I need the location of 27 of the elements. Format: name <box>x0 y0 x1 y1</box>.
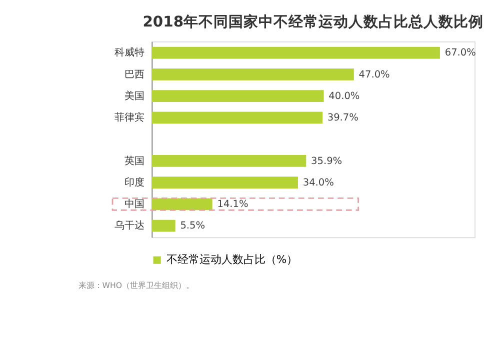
bar <box>152 220 176 232</box>
bar <box>152 176 298 188</box>
data-label: 39.7% <box>327 112 358 124</box>
y-tick-label: 中国 <box>124 198 144 210</box>
y-tick-label: 印度 <box>124 176 144 188</box>
chart-title: 2018年不同国家中不经常运动人数占比总人数比例 <box>142 12 484 31</box>
data-label: 5.5% <box>180 220 206 232</box>
bar <box>152 112 322 124</box>
data-label: 34.0% <box>302 177 334 188</box>
bar <box>152 154 306 167</box>
source-note: 来源：WHO（世界卫生组织）。 <box>78 280 194 290</box>
y-tick-label: 乌干达 <box>114 220 144 232</box>
data-label: 67.0% <box>444 48 476 59</box>
data-label: 47.0% <box>358 69 390 80</box>
data-label: 35.9% <box>311 156 342 167</box>
y-tick-label: 科威特 <box>114 46 144 59</box>
data-label: 40.0% <box>328 90 360 102</box>
bar <box>152 68 354 80</box>
y-tick-label: 英国 <box>124 154 144 167</box>
bar <box>152 198 212 210</box>
data-label: 14.1% <box>217 199 248 210</box>
bar <box>152 46 440 59</box>
bar <box>152 90 324 102</box>
legend-label: 不经常运动人数占比（%） <box>166 253 298 266</box>
y-tick-label: 菲律宾 <box>114 112 144 124</box>
y-tick-label: 巴西 <box>124 69 144 80</box>
y-tick-label: 美国 <box>124 90 144 102</box>
